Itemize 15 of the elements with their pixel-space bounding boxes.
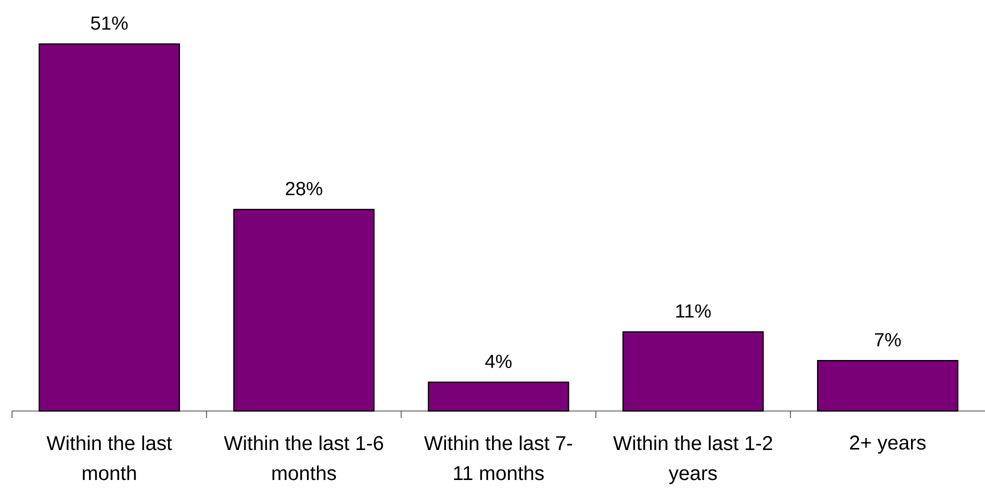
bar bbox=[817, 360, 958, 412]
bar bbox=[622, 331, 764, 412]
data-label: 7% bbox=[874, 333, 901, 346]
x-tick-label: 2+ years bbox=[850, 436, 926, 454]
x-tick-label: Within the last 1-2 years bbox=[613, 436, 772, 484]
data-label: 28% bbox=[286, 182, 322, 196]
data-label: 4% bbox=[485, 354, 512, 368]
x-tick-label: Within the last 7-11 months bbox=[424, 436, 572, 480]
bar bbox=[233, 208, 375, 412]
data-label: 11% bbox=[676, 304, 711, 318]
data-label: 51% bbox=[91, 16, 128, 30]
x-tick-label: Within the last 1-6 months bbox=[224, 436, 384, 480]
bar bbox=[428, 382, 570, 412]
bar bbox=[38, 43, 180, 412]
x-tick-label: Within the last month bbox=[46, 436, 172, 480]
